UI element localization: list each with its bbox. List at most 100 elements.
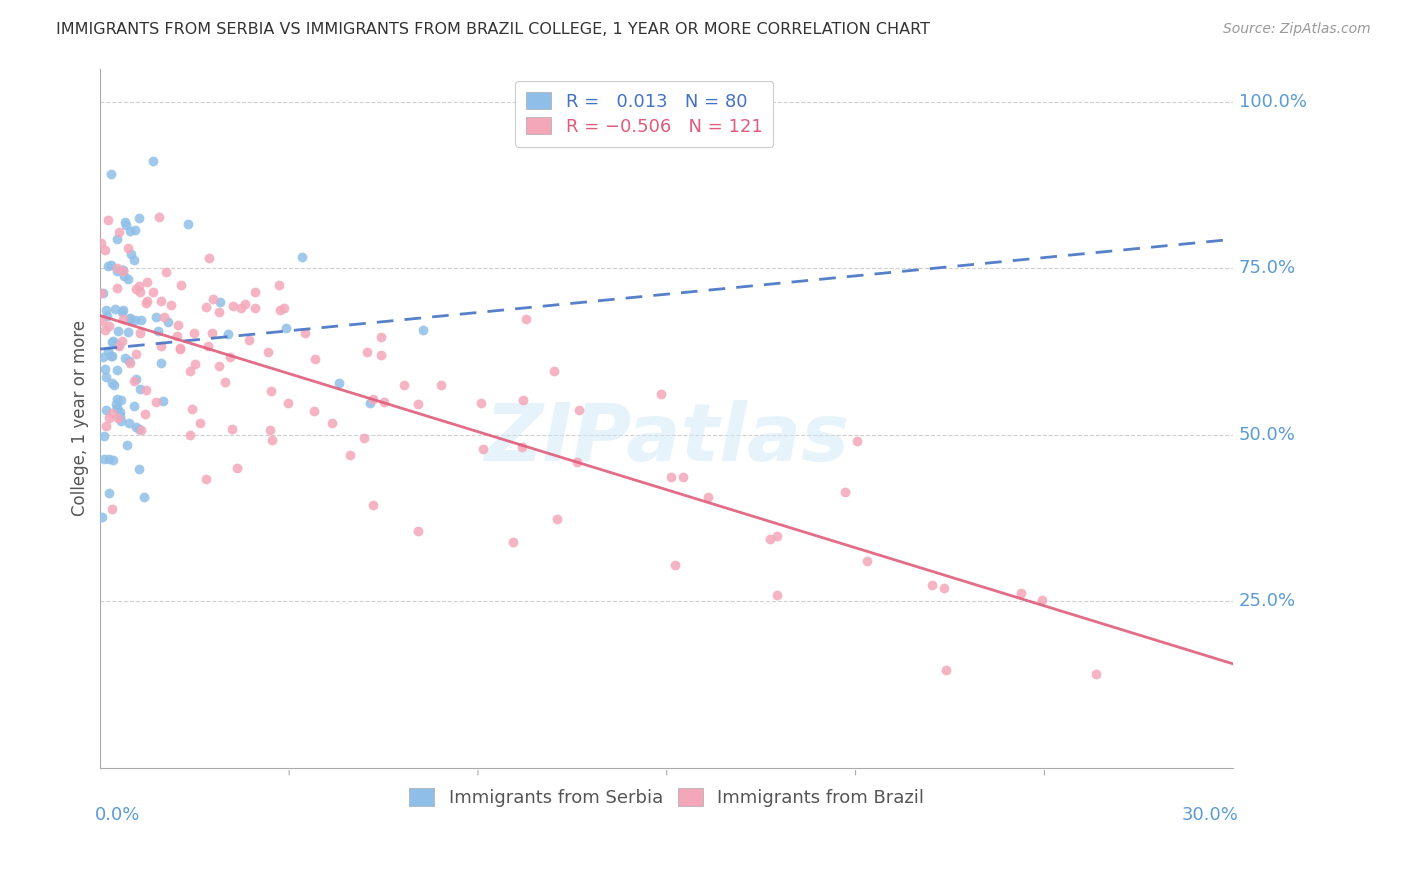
Point <box>104 396 127 410</box>
Point <box>112 269 135 284</box>
Point <box>243 285 266 299</box>
Point <box>150 339 173 353</box>
Point <box>101 502 124 516</box>
Point <box>273 301 295 315</box>
Point <box>135 383 157 397</box>
Point <box>188 417 211 431</box>
Point <box>117 241 139 255</box>
Point <box>302 404 325 418</box>
Point <box>128 461 150 475</box>
Point <box>565 455 588 469</box>
Point <box>430 378 453 392</box>
Point <box>110 392 132 407</box>
Point <box>96 403 118 417</box>
Point <box>510 440 533 454</box>
Point <box>105 392 128 406</box>
Point <box>1031 593 1053 607</box>
Point <box>135 275 157 289</box>
Point <box>108 225 131 239</box>
Point <box>225 461 247 475</box>
Text: 25.0%: 25.0% <box>1239 592 1296 610</box>
Point <box>170 277 193 292</box>
Point <box>107 261 129 276</box>
Point <box>546 512 568 526</box>
Point <box>291 251 314 265</box>
Point <box>759 532 782 546</box>
Point <box>96 369 118 384</box>
Point <box>934 581 956 595</box>
Point <box>111 264 134 278</box>
Point <box>118 416 141 430</box>
Point <box>392 378 415 392</box>
Point <box>197 338 219 352</box>
Point <box>111 263 134 277</box>
Point <box>100 167 122 181</box>
Point <box>125 420 148 434</box>
Point <box>195 472 218 486</box>
Point <box>135 296 157 310</box>
Point <box>156 315 179 329</box>
Point <box>120 356 142 370</box>
Point <box>91 285 114 300</box>
Point <box>512 392 534 407</box>
Point <box>373 395 395 409</box>
Point <box>105 280 128 294</box>
Point <box>128 285 150 299</box>
Point <box>845 434 868 449</box>
Point <box>150 356 173 370</box>
Point <box>243 301 266 315</box>
Text: IMMIGRANTS FROM SERBIA VS IMMIGRANTS FROM BRAZIL COLLEGE, 1 YEAR OR MORE CORRELA: IMMIGRANTS FROM SERBIA VS IMMIGRANTS FRO… <box>56 22 931 37</box>
Text: ZIPatlas: ZIPatlas <box>484 401 849 478</box>
Text: 50.0%: 50.0% <box>1239 425 1296 443</box>
Point <box>145 310 167 325</box>
Point <box>179 428 201 442</box>
Point <box>201 326 224 341</box>
Point <box>321 416 343 430</box>
Point <box>101 349 124 363</box>
Point <box>105 363 128 377</box>
Point <box>664 558 686 573</box>
Point <box>91 350 114 364</box>
Point <box>96 309 118 323</box>
Point <box>361 392 384 406</box>
Point <box>97 410 120 425</box>
Point <box>117 272 139 286</box>
Point <box>198 251 221 265</box>
Text: 30.0%: 30.0% <box>1182 806 1239 824</box>
Legend: Immigrants from Serbia, Immigrants from Brazil: Immigrants from Serbia, Immigrants from … <box>398 778 935 818</box>
Point <box>107 324 129 338</box>
Point <box>222 299 245 313</box>
Point <box>183 357 205 371</box>
Point <box>91 510 114 524</box>
Point <box>148 211 170 225</box>
Point <box>105 401 128 416</box>
Point <box>104 301 127 316</box>
Point <box>90 286 112 301</box>
Point <box>142 285 165 300</box>
Point <box>935 664 957 678</box>
Point <box>107 339 129 353</box>
Point <box>150 294 173 309</box>
Point <box>108 405 131 419</box>
Y-axis label: College, 1 year or more: College, 1 year or more <box>72 320 89 516</box>
Point <box>153 310 176 325</box>
Point <box>359 396 381 410</box>
Point <box>834 484 856 499</box>
Point <box>208 304 231 318</box>
Point <box>115 438 138 452</box>
Point <box>256 345 278 359</box>
Point <box>856 554 879 568</box>
Point <box>183 326 205 340</box>
Point <box>294 326 316 341</box>
Point <box>129 313 152 327</box>
Point <box>105 264 128 278</box>
Point <box>356 344 378 359</box>
Point <box>328 376 350 390</box>
Point <box>97 486 120 500</box>
Point <box>339 448 361 462</box>
Point <box>112 263 135 277</box>
Point <box>697 491 720 505</box>
Point <box>412 323 434 337</box>
Point <box>107 338 129 352</box>
Point <box>124 223 146 237</box>
